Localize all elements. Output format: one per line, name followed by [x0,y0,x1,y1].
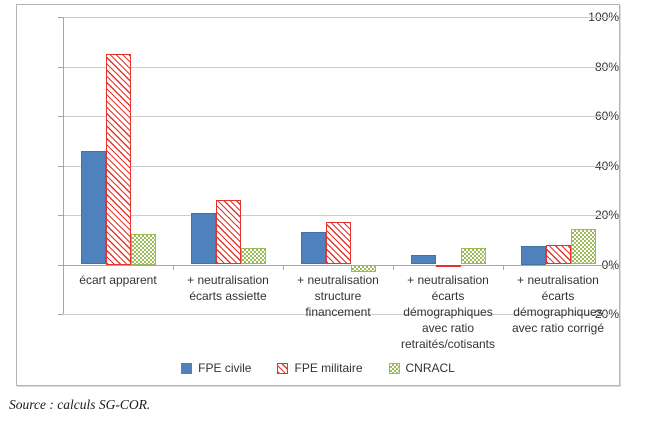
category-label-line: + neutralisation [407,272,489,287]
legend-item-fpe-militaire: FPE militaire [277,361,363,375]
gridline-100 [63,17,613,18]
legend-swatch-cnracl [388,362,400,374]
category-label-line: écarts [431,288,465,303]
category-label-line: écarts assiette [189,288,267,303]
bar-cnracl-neutralisation-ecarts-demographiques-avec-ratio-retraites-cotisants [460,248,486,265]
gridline--20 [63,314,613,315]
category-label-line: + neutralisation [517,272,599,287]
gridline-40 [63,165,613,167]
legend-swatch-fpe-militaire [277,362,289,374]
category-label-line: démographiques [513,304,603,319]
bar-cnracl-neutralisation-ecarts-demographiques-avec-ratio-corrige [570,228,596,265]
plot-area [63,17,613,315]
x-tick-mark [173,264,174,270]
category-label-line: retraités/cotisants [400,336,496,351]
category-label-ecart-apparent: écart apparent [63,272,173,288]
x-tick-mark [63,264,64,270]
y-tick-mark [58,165,63,167]
category-label-line: avec ratio [421,320,475,335]
bar-fpe-militaire-neutralisation-structure-financement [325,222,351,265]
category-label-line: avec ratio corrigé [511,320,605,335]
x-tick-mark [613,264,614,270]
category-label-line: + neutralisation [187,272,269,287]
legend-label-fpe-militaire: FPE militaire [294,361,363,375]
y-tick-mark [58,314,63,315]
bar-fpe-civile-neutralisation-ecarts-assiette [190,212,216,265]
bar-fpe-civile-ecart-apparent [80,150,106,265]
x-tick-mark [393,264,394,270]
category-label-line: + neutralisation [297,272,379,287]
bar-cnracl-neutralisation-structure-financement [350,264,376,272]
gridline-0 [63,264,613,266]
bar-fpe-militaire-ecart-apparent [105,54,131,265]
legend-item-cnracl: CNRACL [388,361,455,375]
legend-label-fpe-civile: FPE civile [198,361,252,375]
category-label-neutralisation-structure-financement: + neutralisation structure financement [283,272,393,320]
legend: FPE civile FPE militaire CNRACL [17,361,619,375]
bar-fpe-civile-neutralisation-ecarts-demographiques-avec-ratio-retraites-cotisants [410,254,436,265]
gridline-80 [63,66,613,68]
bar-fpe-militaire-neutralisation-ecarts-demographiques-avec-ratio-retraites-cotisants [435,264,461,267]
y-tick-mark [58,215,63,216]
y-tick-mark [58,17,63,18]
category-label-neutralisation-ecarts-demographiques-avec-ratio-corrige: + neutralisation écarts démographiques avec… [503,272,613,336]
category-label-neutralisation-ecarts-assiette: + neutralisation écarts assiette [173,272,283,304]
category-label-line: écarts [541,288,575,303]
bar-fpe-civile-neutralisation-structure-financement [300,232,326,265]
category-label-line: démographiques [403,304,493,319]
chart-frame: 100% 80% 60% 40% 20% 0% -20% écart apparent + n… [16,4,620,386]
legend-item-fpe-civile: FPE civile [181,361,251,375]
source-note: Source : calculs SG-COR. [9,397,151,412]
bar-fpe-militaire-neutralisation-ecarts-assiette [215,200,241,265]
y-axis-line [63,17,64,314]
legend-label-cnracl: CNRACL [405,361,455,375]
category-label-line: écart apparent [79,272,157,287]
x-tick-mark [503,264,504,270]
y-tick-mark [58,66,63,68]
gridline-60 [63,116,613,117]
gridline-20 [63,215,613,216]
bar-cnracl-ecart-apparent [130,233,156,265]
y-tick-mark [58,264,63,266]
x-tick-mark [283,264,284,270]
category-label-neutralisation-ecarts-demographiques-avec-ratio-retraites-cotisants: + neutralisation écarts démographiques avec… [393,272,503,352]
bar-fpe-militaire-neutralisation-ecarts-demographiques-avec-ratio-corrige [545,244,571,265]
category-label-line: financement [305,304,371,319]
category-label-line: structure [314,288,362,303]
bar-fpe-civile-neutralisation-ecarts-demographiques-avec-ratio-corrige [520,245,546,265]
bar-cnracl-neutralisation-ecarts-assiette [240,248,266,265]
y-tick-mark [58,116,63,117]
legend-swatch-fpe-civile [181,362,193,374]
